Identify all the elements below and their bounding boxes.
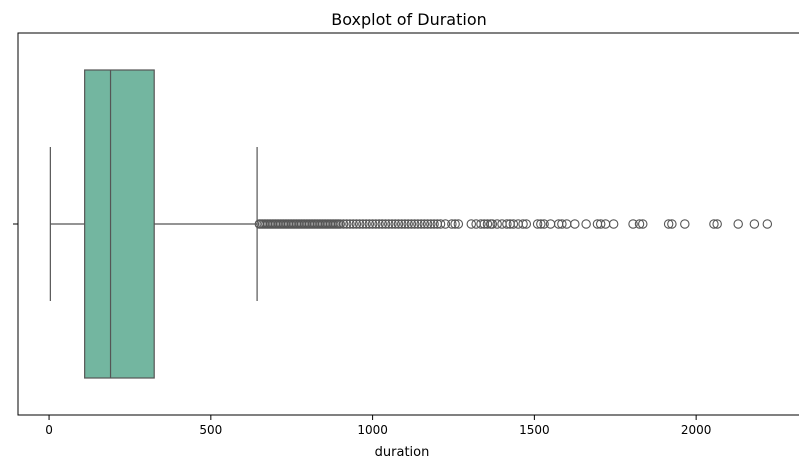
x-tick-label: 500 [199, 423, 222, 437]
outlier-point [338, 219, 349, 229]
outlier-point [680, 219, 690, 229]
outlier-point [380, 219, 391, 229]
outlier-point [521, 219, 532, 229]
outlier-point [497, 219, 507, 229]
outlier-point [561, 219, 572, 229]
outlier-point [508, 219, 519, 229]
outlier-point [371, 219, 381, 229]
outlier-point [532, 219, 543, 229]
outlier-point [390, 219, 400, 229]
outlier-point [453, 219, 464, 229]
outlier-point [413, 219, 423, 229]
outlier-point [351, 219, 362, 229]
outlier-point [600, 219, 611, 229]
outlier-point [518, 219, 528, 229]
x-tick-label: 1500 [519, 423, 550, 437]
outlier-point [634, 219, 645, 229]
outlier-point [570, 219, 580, 229]
outlier-point [348, 219, 358, 229]
outlier-point [466, 219, 477, 229]
outlier-point [364, 219, 375, 229]
iqr-box [84, 69, 155, 379]
outlier-point [387, 219, 397, 229]
outlier-point [354, 219, 365, 229]
outlier-point [581, 219, 591, 229]
outlier-point [492, 219, 502, 229]
outlier-point [595, 219, 606, 229]
outlier-point [396, 219, 407, 229]
outlier-point [400, 219, 410, 229]
chart-title: Boxplot of Duration [331, 10, 487, 29]
outlier-point [409, 219, 420, 229]
outlier-point [712, 219, 722, 229]
outlier-point [358, 219, 368, 229]
outlier-point [545, 219, 556, 229]
outlier-point [482, 219, 493, 229]
x-tick-label: 1000 [357, 423, 388, 437]
outlier-point [749, 219, 760, 229]
outlier-point [513, 219, 523, 229]
outlier-point [539, 219, 549, 229]
outlier-point [733, 219, 743, 229]
outlier-point [440, 219, 451, 229]
outlier-point [762, 219, 773, 229]
outlier-point [345, 219, 355, 229]
outlier-point [377, 219, 388, 229]
outlier-point [335, 219, 345, 229]
outlier-point [471, 219, 481, 229]
outlier-point [476, 219, 486, 229]
outlier-point [667, 219, 677, 229]
outlier-point [502, 219, 512, 229]
outlier-point [374, 219, 384, 229]
outlier-point [435, 219, 446, 229]
outlier-group [254, 219, 773, 229]
x-axis-label: duration [375, 445, 430, 460]
outlier-point [487, 219, 498, 229]
outlier-point [406, 219, 417, 229]
outlier-point [419, 219, 430, 229]
x-axis: 0 500 1000 1500 2000 [45, 415, 711, 437]
outlier-point [536, 219, 546, 229]
outlier-point [403, 219, 413, 229]
outlier-point [384, 219, 394, 229]
outlier-point [557, 219, 567, 229]
outlier-point [426, 219, 436, 229]
outlier-point [608, 219, 619, 229]
outlier-point [367, 219, 378, 229]
outlier-point [628, 219, 638, 229]
outlier-point [663, 219, 674, 229]
outlier-point [447, 219, 457, 229]
outlier-point [416, 219, 426, 229]
x-tick-label: 0 [45, 423, 53, 437]
outlier-point [422, 219, 433, 229]
outlier-point [638, 219, 648, 229]
x-tick-label: 2000 [681, 423, 712, 437]
outlier-point [341, 219, 352, 229]
outlier-point [393, 219, 404, 229]
outlier-point [709, 219, 719, 229]
outlier-point [429, 219, 439, 229]
outlier-point [450, 219, 460, 229]
box-group [49, 69, 258, 379]
outlier-point [361, 219, 371, 229]
